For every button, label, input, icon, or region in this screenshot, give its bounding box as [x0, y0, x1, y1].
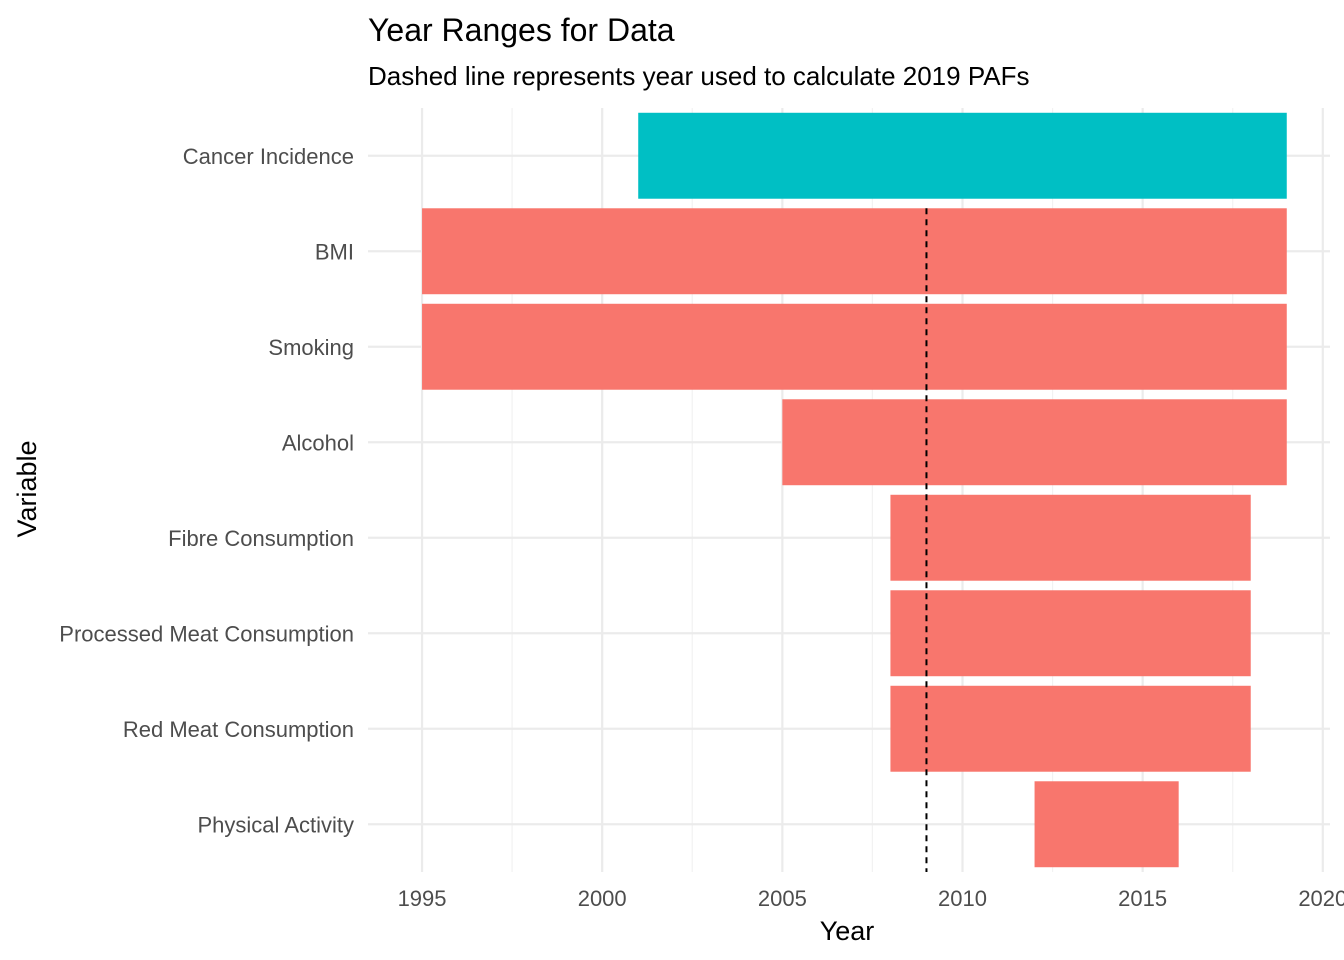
x-tick-labels: 1995 2000 2005 2010 2015 2020	[398, 886, 1344, 911]
x-tick-label: 2000	[578, 886, 627, 911]
bar-smoking	[422, 303, 1287, 390]
bar-fibre-consumption	[890, 494, 1251, 581]
bar-cancer-incidence	[638, 112, 1287, 199]
y-tick-label: BMI	[315, 239, 354, 264]
bar-physical-activity	[1034, 781, 1179, 868]
x-tick-label: 2020	[1298, 886, 1344, 911]
x-tick-label: 2010	[938, 886, 987, 911]
y-tick-label: Alcohol	[282, 430, 354, 455]
bars	[422, 112, 1287, 868]
x-tick-label: 2015	[1118, 886, 1167, 911]
chart-subtitle: Dashed line represents year used to calc…	[368, 61, 1029, 91]
chart-title: Year Ranges for Data	[368, 12, 675, 48]
y-tick-label: Physical Activity	[198, 812, 355, 837]
x-tick-label: 1995	[398, 886, 447, 911]
y-tick-label: Processed Meat Consumption	[59, 621, 354, 646]
bar-red-meat-consumption	[890, 685, 1251, 772]
y-tick-label: Smoking	[268, 335, 354, 360]
y-tick-labels: Cancer Incidence BMI Smoking Alcohol Fibre C…	[59, 144, 354, 838]
bar-alcohol	[782, 399, 1287, 486]
y-tick-label: Red Meat Consumption	[123, 717, 354, 742]
x-axis-title: Year	[820, 916, 875, 946]
x-tick-label: 2005	[758, 886, 807, 911]
y-tick-label: Cancer Incidence	[183, 144, 354, 169]
bar-bmi	[422, 208, 1287, 295]
bar-processed-meat-consumption	[890, 590, 1251, 677]
y-tick-label: Fibre Consumption	[168, 526, 354, 551]
y-axis-title: Variable	[12, 440, 42, 537]
